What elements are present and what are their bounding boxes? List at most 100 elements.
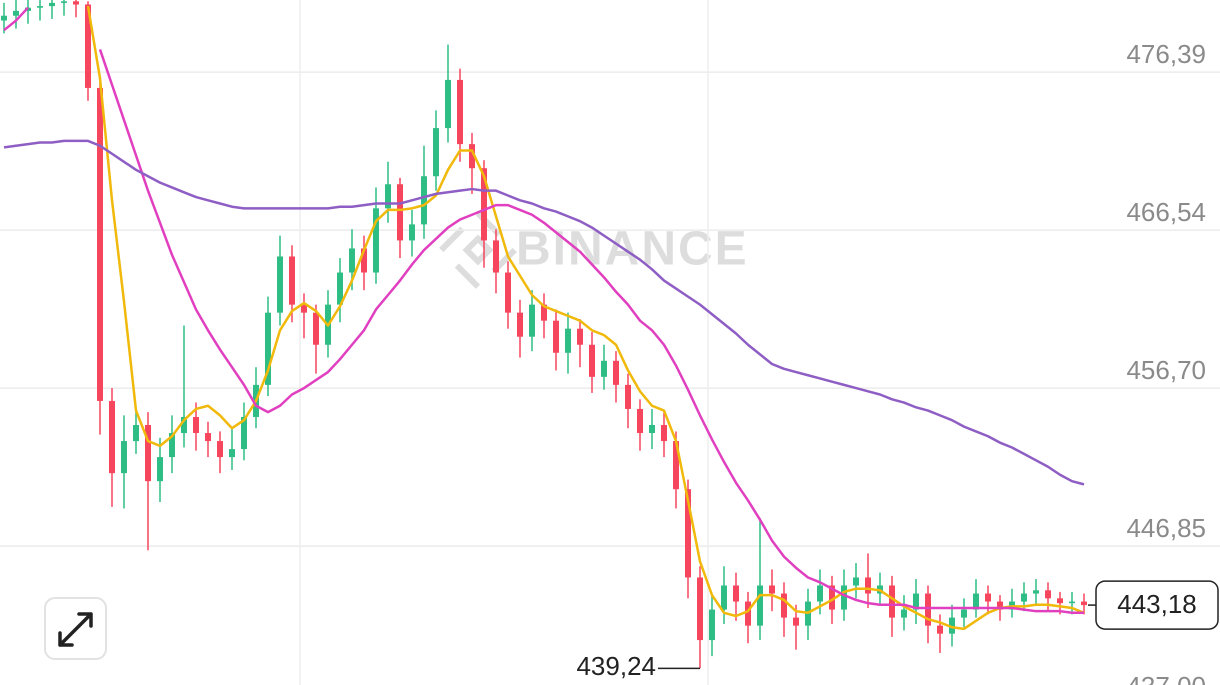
candle-body	[277, 256, 283, 313]
candle-body	[601, 360, 607, 377]
candle-body	[1033, 590, 1039, 594]
expand-button[interactable]	[44, 597, 107, 660]
candle-body	[577, 328, 583, 345]
candle-body	[433, 128, 439, 177]
candle-body	[661, 425, 667, 442]
candle-body	[925, 593, 931, 626]
candle-body	[625, 384, 631, 409]
candle-body	[97, 87, 103, 401]
candle-body	[1081, 601, 1087, 606]
candle-body	[517, 312, 523, 337]
candle-body	[793, 617, 799, 626]
candle-body	[673, 441, 679, 490]
candle-body	[553, 320, 559, 353]
candle-body	[937, 625, 943, 634]
candle-body	[949, 617, 955, 634]
candle-body	[61, 1, 67, 3]
candle-body	[49, 2, 55, 7]
candle-body	[397, 184, 403, 241]
candle-body	[181, 416, 187, 434]
candle-body	[1045, 590, 1051, 599]
candle-body	[349, 248, 355, 273]
candle-body	[529, 304, 535, 337]
candle-body	[721, 585, 727, 610]
candle-body	[769, 585, 775, 594]
y-tick-label: 437,00	[1126, 671, 1206, 685]
candle-body	[421, 176, 427, 225]
candle-body	[157, 457, 163, 482]
candle-body	[37, 6, 43, 8]
candle-body	[493, 240, 499, 273]
y-tick-label: 466,54	[1126, 197, 1206, 227]
candle-body	[85, 4, 91, 88]
candle-body	[337, 272, 343, 305]
candle-body	[13, 10, 19, 16]
ma-line	[3, 6, 1084, 615]
candle-body	[1069, 601, 1075, 604]
candle-body	[781, 593, 787, 618]
candle-body	[913, 593, 919, 610]
candle-body	[169, 433, 175, 458]
candle-body	[853, 577, 859, 586]
candle-body	[217, 441, 223, 458]
candle-body	[565, 328, 571, 353]
candle-body	[457, 79, 463, 145]
y-tick-label: 456,70	[1126, 355, 1206, 385]
candle-body	[205, 433, 211, 442]
candle-body	[865, 577, 871, 594]
candle-body	[481, 168, 487, 241]
candle-body	[1057, 598, 1063, 604]
watermark: BINANCE	[436, 208, 747, 292]
candle-body	[541, 304, 547, 321]
candle-body	[613, 360, 619, 385]
candle-body	[961, 609, 967, 618]
candle-body	[265, 312, 271, 385]
y-tick-label: 476,39	[1126, 39, 1206, 69]
candle-body	[133, 425, 139, 442]
candle-body	[841, 585, 847, 610]
candle-body	[685, 489, 691, 578]
expand-icon[interactable]	[58, 612, 93, 647]
last-price-box	[1095, 580, 1219, 630]
candle-body	[1021, 593, 1027, 602]
candle-body	[505, 272, 511, 313]
candle-body	[229, 449, 235, 458]
candle-body	[73, 1, 79, 5]
candle-body	[733, 585, 739, 602]
candle-body	[829, 585, 835, 610]
candle-body	[697, 577, 703, 641]
ma-line	[86, 5, 1085, 631]
ma-line	[3, 139, 1085, 486]
last-price-label: 443,18	[1117, 589, 1197, 619]
candle-body	[985, 593, 991, 602]
candle-body	[997, 601, 1003, 610]
candle-body	[649, 425, 655, 434]
candle-body	[145, 425, 151, 482]
candle-body	[289, 256, 295, 305]
candle-body	[385, 184, 391, 209]
candle-body	[193, 416, 199, 434]
candle-body	[301, 304, 307, 313]
y-tick-label: 446,85	[1126, 513, 1206, 543]
candle-body	[589, 344, 595, 377]
candle-body	[745, 601, 751, 626]
candle-body	[241, 416, 247, 450]
candle-body	[469, 144, 475, 169]
annotation-label: 439,24	[576, 651, 656, 681]
candle-body	[109, 400, 115, 474]
candle-body	[889, 585, 895, 618]
candle-body	[637, 408, 643, 434]
candle-body	[817, 585, 823, 602]
candle-body	[709, 609, 715, 641]
candle-body	[121, 441, 127, 474]
candle-body	[409, 224, 415, 241]
candle-body	[973, 593, 979, 610]
candle-body	[445, 79, 451, 129]
candle-body	[373, 208, 379, 273]
candle-body	[313, 312, 319, 345]
candle-body	[757, 585, 763, 626]
candle-body	[901, 609, 907, 618]
candle-body	[361, 248, 367, 273]
